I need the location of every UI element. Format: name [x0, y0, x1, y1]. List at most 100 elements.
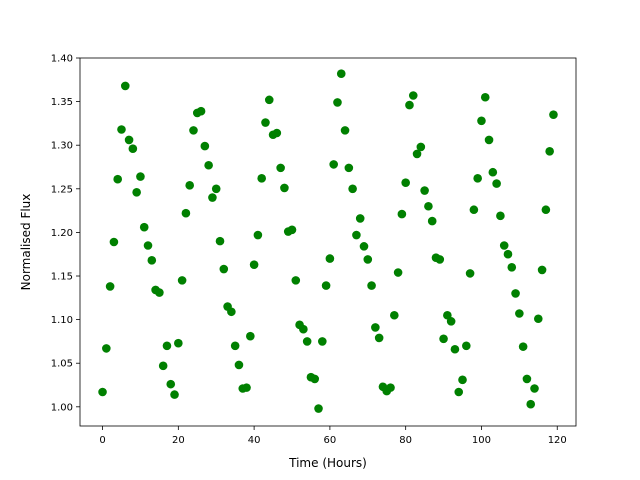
point	[397, 209, 407, 219]
point	[363, 255, 373, 264]
y-tick-label: 1.05	[51, 359, 73, 370]
plot-frame	[79, 57, 577, 427]
point	[102, 344, 111, 353]
point	[496, 211, 505, 221]
x-tick-label: 20	[172, 435, 185, 446]
y-tick-label: 1.25	[51, 184, 73, 195]
point	[537, 265, 547, 275]
x-tick-label: 120	[548, 435, 567, 446]
point	[484, 135, 494, 145]
y-tick-label: 1.10	[51, 315, 73, 326]
x-tick-label: 40	[248, 435, 261, 446]
y-tick-label: 1.30	[51, 141, 73, 152]
x-tick-label: 80	[399, 435, 412, 446]
point	[139, 222, 149, 232]
point	[246, 331, 255, 341]
point	[367, 281, 376, 290]
point	[132, 187, 141, 197]
point	[177, 276, 187, 285]
point	[480, 92, 490, 102]
point	[462, 341, 471, 351]
point	[336, 69, 346, 78]
point	[393, 268, 403, 277]
point	[230, 341, 240, 351]
point	[499, 241, 509, 250]
y-axis-label: Normalised Flux	[19, 194, 33, 291]
point	[405, 100, 414, 110]
point	[401, 178, 410, 188]
point	[124, 135, 134, 145]
point	[473, 174, 482, 183]
point	[549, 110, 558, 119]
point	[465, 269, 475, 278]
point	[211, 184, 221, 194]
point	[507, 262, 517, 272]
x-tick-label: 60	[324, 435, 337, 446]
point	[359, 242, 369, 251]
point	[276, 163, 285, 173]
point	[128, 144, 138, 153]
y-tick-label: 1.00	[51, 402, 73, 413]
point	[526, 399, 536, 409]
point	[371, 323, 380, 332]
point	[454, 387, 464, 397]
point	[329, 160, 338, 169]
point	[242, 383, 251, 392]
point	[503, 249, 513, 259]
point	[340, 126, 350, 135]
point	[374, 333, 384, 343]
point	[299, 324, 308, 334]
point	[469, 205, 479, 215]
point	[416, 142, 426, 152]
point	[109, 237, 119, 247]
y-tick-label: 1.40	[51, 54, 73, 65]
point	[310, 374, 320, 384]
point	[166, 379, 176, 389]
point	[488, 167, 498, 177]
point	[162, 341, 172, 351]
point	[458, 375, 467, 385]
point	[147, 256, 157, 265]
point	[511, 289, 520, 298]
point	[120, 81, 130, 91]
point	[249, 260, 259, 269]
point	[321, 281, 331, 290]
point	[355, 214, 365, 223]
point	[420, 186, 429, 195]
y-tick-label: 1.35	[51, 97, 73, 108]
point	[158, 361, 168, 371]
point	[272, 128, 282, 138]
x-tick-label: 0	[99, 435, 105, 446]
point	[390, 310, 399, 320]
point	[181, 208, 191, 218]
y-tick-label: 1.20	[51, 228, 73, 239]
point	[185, 181, 194, 190]
point	[545, 147, 554, 156]
point	[427, 216, 437, 226]
point	[117, 125, 126, 134]
point	[253, 230, 263, 240]
point	[477, 116, 486, 126]
point	[325, 254, 335, 263]
point	[155, 288, 164, 297]
point	[174, 338, 183, 348]
point	[196, 106, 206, 116]
point	[450, 344, 460, 354]
point	[261, 118, 270, 127]
point	[287, 225, 297, 235]
point	[257, 174, 266, 183]
point	[533, 314, 543, 324]
point	[105, 282, 115, 291]
point	[314, 404, 323, 413]
point	[143, 241, 153, 250]
point	[136, 172, 145, 181]
point	[386, 383, 395, 392]
point	[446, 317, 456, 326]
point	[227, 307, 236, 317]
point	[302, 337, 312, 346]
point	[424, 201, 433, 211]
point	[234, 360, 244, 370]
point	[113, 174, 123, 184]
